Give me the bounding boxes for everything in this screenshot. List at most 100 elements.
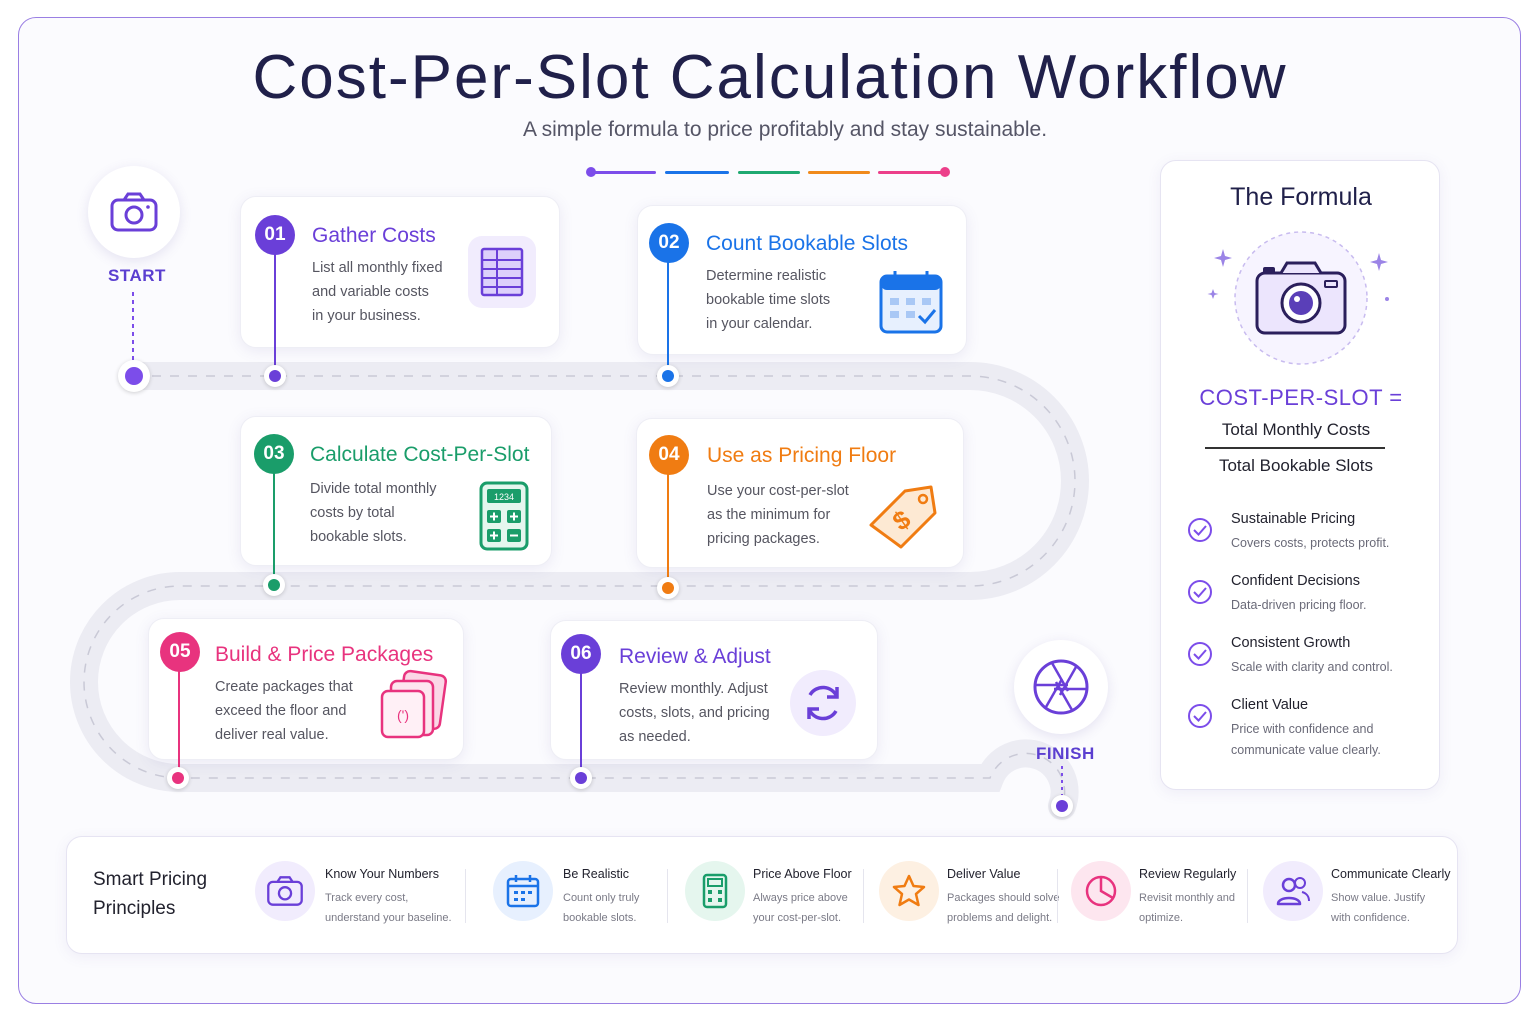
step-desc-03: Divide total monthly costs by total bookab… [310,481,437,545]
principle-desc: Packages should solve problems and delig… [947,892,1060,924]
step-icon-box-05: (') [376,668,450,742]
principle-item: Be Realistic Count only truly bookable s… [493,837,663,955]
step-badge-02: 02 [649,223,689,263]
benefit-title: Consistent Growth [1231,635,1351,651]
users-icon [1276,877,1310,906]
step-card-01[interactable] [240,196,560,348]
benefit-title: Sustainable Pricing [1231,511,1356,527]
formula-title: The Formula [1230,183,1372,211]
step-icon-box-03: 1234 [474,480,534,552]
principle-separator [863,869,864,923]
step-desc-02: Determine realistic bookable time slots in… [706,268,831,332]
step-icon-box-01 [468,236,536,308]
camera-icon [267,876,303,906]
camera-icon [110,192,158,232]
step-path-dot-01 [264,365,286,387]
start-node [88,166,180,258]
step-path-dot-05 [167,767,189,789]
principles-panel: Smart Pricing Principles Know Your Numbe… [66,836,1458,954]
step-icon-box-02 [874,266,948,338]
step-path-dot-06 [570,767,592,789]
step-path-dot-03 [263,574,285,596]
benefit-title: Confident Decisions [1231,573,1360,589]
step-connector-01 [274,250,276,374]
principle-desc: Track every cost, understand your baseli… [325,892,452,924]
step-title-01: Gather Costs [312,224,436,247]
step-desc-01: List all monthly fixed and variable costs… [312,260,443,324]
step-icon-box-06 [790,670,856,736]
step-badge-05: 05 [160,632,200,672]
page-title: Cost-Per-Slot Calculation Workflow [252,43,1288,112]
principle-title: Communicate Clearly [1331,867,1451,881]
step-path-dot-02 [657,365,679,387]
principle-item: Review Regularly Revisit monthly and opt… [1071,837,1251,955]
step-badge-01: 01 [255,215,295,255]
formula-illustration [1207,231,1389,365]
calculator-display-text: 1234 [494,492,514,502]
principle-icon-bg [685,861,745,921]
principle-icon-bg [493,861,553,921]
finish-node [1014,640,1108,734]
finish-path-dot [1051,795,1073,817]
start-path-dot [118,360,150,392]
principle-desc: Show value. Justify with confidence. [1331,892,1426,924]
principle-title: Be Realistic [563,867,629,881]
colorbar-blue [665,171,729,174]
step-icon-box-04: $ [864,478,944,558]
step-title-02: Count Bookable Slots [706,232,908,255]
formula-label: COST-PER-SLOT = [1199,385,1403,410]
principle-item: Deliver Value Packages should solve prob… [879,837,1060,955]
principle-icon-bg [255,861,315,921]
principle-desc: Count only truly bookable slots. [563,892,640,924]
check-circle-icon [1188,704,1212,728]
colorbar-end-dot [940,167,950,177]
principle-item: Price Above Floor Always price above you… [685,837,865,955]
principle-item: Communicate Clearly Show value. Justify … [1263,837,1453,955]
page-subtitle: A simple formula to price profitably and… [522,118,1048,141]
step-title-05: Build & Price Packages [215,643,434,666]
principle-desc: Revisit monthly and optimize. [1139,892,1235,924]
principle-desc: Always price above your cost-per-slot. [753,892,848,924]
check-circle-icon [1188,580,1212,604]
principle-separator [667,869,668,923]
step-connector-03 [273,470,275,576]
step-title-06: Review & Adjust [619,645,771,668]
principle-icon-bg [1263,861,1323,921]
formula-divider [1205,447,1385,449]
finish-label: FINISH [1036,744,1095,763]
calculator-icon [702,873,728,909]
principle-title: Know Your Numbers [325,867,439,881]
benefit-desc: Data-driven pricing floor. [1231,598,1367,612]
principles-title: Smart Pricing Principles [93,869,208,919]
step-desc-05: Create packages that exceed the floor and… [215,679,353,743]
step-connector-05 [178,670,180,770]
principle-title: Deliver Value [947,867,1021,881]
benefit-desc: Covers costs, protects profit. [1231,536,1390,550]
formula-panel: The Formula COST-PER-SLOT = Total Monthl… [1160,160,1440,790]
principle-title: Review Regularly [1139,867,1237,881]
spreadsheet-icon [480,247,524,297]
step-path-dot-04 [657,577,679,599]
check-circle-icon [1188,518,1212,542]
benefit-title: Client Value [1231,697,1309,713]
step-title-04: Use as Pricing Floor [707,444,897,467]
benefit-desc: Scale with clarity and control. [1231,660,1393,674]
step-badge-04: 04 [649,435,689,475]
principle-item: Know Your Numbers Track every cost, unde… [255,837,465,955]
pie-chart-icon [1085,875,1117,907]
principle-separator [1057,869,1058,923]
step-desc-04: Use your cost-per-slot as the minimum for… [707,483,849,547]
colorbar-start-dot [586,167,596,177]
benefit-desc: Price with confidence and communicate va… [1231,722,1381,757]
formula-numerator: Total Monthly Costs [1221,420,1371,439]
step-title-03: Calculate Cost-Per-Slot [310,443,530,466]
step-connector-02 [667,258,669,374]
step-connector-04 [667,472,669,578]
step-badge-03: 03 [254,434,294,474]
principle-separator [1247,869,1248,923]
colorbar-green [738,171,800,174]
check-circle-icon [1188,642,1212,666]
refresh-icon [807,685,839,721]
colorbar-orange [808,171,870,174]
